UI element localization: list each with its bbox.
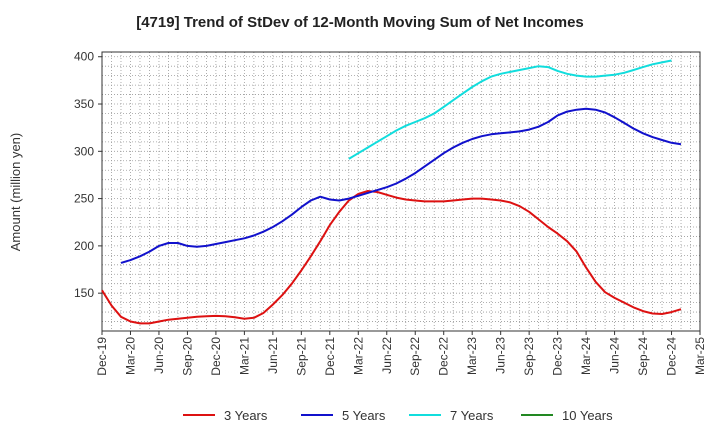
x-tick-label: Mar-24 xyxy=(579,337,593,375)
axes: 150 200 250 300 350 400 Dec-19 Mar-20 Jun-20 Sep-… xyxy=(74,50,707,376)
y-tick-label: 400 xyxy=(74,50,94,64)
grid xyxy=(102,52,700,332)
legend-label: 10 Years xyxy=(562,408,613,423)
legend-item-5-years: 5 Years xyxy=(301,408,386,423)
x-tick-label: Jun-24 xyxy=(608,337,622,374)
x-tick-label: Dec-21 xyxy=(323,337,337,376)
x-tick-label: Jun-22 xyxy=(380,337,394,374)
series-line-3-years xyxy=(101,190,682,325)
x-tick-label: Mar-22 xyxy=(351,337,365,375)
x-tick-label: Dec-19 xyxy=(95,337,109,376)
y-tick-label: 200 xyxy=(74,239,94,253)
x-tick-label: Sep-21 xyxy=(294,337,308,376)
y-tick-label: 300 xyxy=(74,144,94,158)
x-tick-label: Sep-24 xyxy=(636,337,650,376)
x-tick-label: Dec-24 xyxy=(665,337,679,376)
x-tick-label: Jun-21 xyxy=(266,337,280,374)
y-tick-label: 250 xyxy=(74,192,94,206)
x-tick-label: Mar-21 xyxy=(237,337,251,375)
x-tick-label: Jun-20 xyxy=(152,337,166,374)
x-tick-label: Dec-20 xyxy=(209,337,223,376)
x-tick-label: Mar-20 xyxy=(123,337,137,375)
x-tick-label: Sep-20 xyxy=(180,337,194,376)
legend-label: 7 Years xyxy=(450,408,494,423)
chart-title: [4719] Trend of StDev of 12-Month Moving… xyxy=(136,14,584,31)
x-tick-label: Jun-23 xyxy=(494,337,508,374)
x-tick-label: Mar-25 xyxy=(693,337,707,375)
x-tick-label: Sep-22 xyxy=(408,337,422,376)
legend-item-7-years: 7 Years xyxy=(409,408,494,423)
series-line-5-years xyxy=(120,107,682,264)
x-tick-label: Mar-23 xyxy=(465,337,479,375)
series-lines xyxy=(101,59,682,325)
legend-item-10-years: 10 Years xyxy=(521,408,613,423)
x-tick-label: Sep-23 xyxy=(522,337,536,376)
y-axis-label: Amount (million yen) xyxy=(8,133,23,252)
y-tick-label: 150 xyxy=(74,286,94,300)
x-tick-label: Dec-23 xyxy=(551,337,565,376)
legend-label: 5 Years xyxy=(342,408,386,423)
legend-label: 3 Years xyxy=(224,408,268,423)
x-tick-label: Dec-22 xyxy=(437,337,451,376)
series-line-7-years xyxy=(348,59,672,160)
legend-item-3-years: 3 Years xyxy=(183,408,268,423)
y-tick-label: 350 xyxy=(74,97,94,111)
plot-frame xyxy=(101,51,701,332)
legend: 3 Years 5 Years 7 Years 10 Years xyxy=(183,408,613,423)
